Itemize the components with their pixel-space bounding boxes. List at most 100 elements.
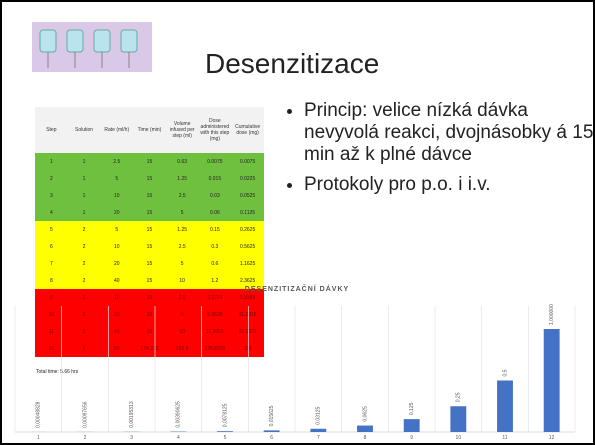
table-cell: 0.63	[166, 153, 199, 170]
chart-title: DESENZITIZAČNÍ DÁVKY	[245, 284, 349, 293]
table-cell: 15	[133, 153, 166, 170]
table-cell: 2.5	[100, 153, 133, 170]
table-cell: 1	[68, 204, 101, 221]
x-tick-label: 2	[84, 435, 87, 441]
bullet: Princip: velice nízká dávka nevyvolá rea…	[304, 100, 595, 166]
table-cell: 5	[166, 204, 199, 221]
iv-bag-icons	[32, 22, 152, 72]
data-label: 0,00048828	[36, 401, 42, 428]
data-label: 0,25	[456, 392, 462, 402]
bar	[264, 430, 280, 432]
data-label: 0,0078125	[222, 403, 228, 427]
table-cell: 7	[35, 255, 68, 272]
table-cell: 2.5	[166, 238, 199, 255]
table-cell: 2	[35, 170, 68, 187]
table-row: 525151.250.150.2625	[35, 221, 264, 238]
table-cell: 20	[100, 204, 133, 221]
table-cell: 2.5	[166, 187, 199, 204]
x-tick-label: 7	[317, 435, 320, 441]
bar	[450, 406, 466, 432]
table-cell: 0.03	[199, 187, 232, 204]
data-label: 1,000000	[549, 304, 555, 325]
bar	[217, 431, 233, 432]
slide: Desenzitizace Princip: velice nízká dávk…	[0, 0, 595, 445]
x-tick-label: 12	[549, 435, 555, 441]
bullet: Protokoly pro p.o. i i.v.	[304, 174, 595, 196]
table-cell: 1.25	[166, 170, 199, 187]
table-cell: 6	[35, 238, 68, 255]
x-tick-label: 8	[364, 435, 367, 441]
x-tick-label: 1	[37, 435, 40, 441]
table-cell: 3	[35, 187, 68, 204]
x-tick-label: 6	[270, 435, 273, 441]
x-tick-label: 4	[177, 435, 180, 441]
bar	[404, 419, 420, 432]
data-label: 0,5	[502, 369, 508, 376]
x-tick-label: 5	[224, 435, 227, 441]
table-cell: 10	[100, 187, 133, 204]
table-cell: 5	[35, 221, 68, 238]
table-cell: 0.0525	[231, 187, 264, 204]
table-cell: 5	[166, 255, 199, 272]
table-cell: 0.0075	[231, 153, 264, 170]
slide-title: Desenzitizace	[205, 48, 379, 80]
iv-bag	[94, 30, 110, 52]
x-tick-label: 9	[410, 435, 413, 441]
table-cell: 10	[100, 238, 133, 255]
table-cell: 5	[100, 221, 133, 238]
data-label: 0,00390625	[176, 401, 182, 428]
table-cell: 2	[68, 221, 101, 238]
table-cell: 0.6	[199, 255, 232, 272]
iv-bag	[40, 30, 56, 52]
table-cell: 0.15	[199, 221, 232, 238]
table-cell: 1.25	[166, 221, 199, 238]
table-cell: 0.1125	[231, 204, 264, 221]
table-cell: 1	[35, 153, 68, 170]
table-cell: 15	[133, 187, 166, 204]
column-header: Cumulative dose (mg)	[231, 107, 264, 153]
bar	[357, 426, 373, 432]
table-row: 3110152.50.030.0525	[35, 187, 264, 204]
table-cell: 1	[68, 170, 101, 187]
table-cell: 1.1625	[231, 255, 264, 272]
table-cell: 0.0075	[199, 153, 232, 170]
data-label: 0,015625	[269, 405, 275, 426]
data-label: 0,0625	[362, 406, 368, 422]
table-cell: 0.5625	[231, 238, 264, 255]
table-cell: 15	[133, 170, 166, 187]
table-cell: 1	[68, 187, 101, 204]
table-row: 112.5150.630.00750.0075	[35, 153, 264, 170]
table-cell: 15	[133, 221, 166, 238]
column-header: Step	[35, 107, 68, 153]
bullet-list: Princip: velice nízká dávka nevyvolá rea…	[286, 100, 595, 204]
table-cell: 0.2625	[231, 221, 264, 238]
x-tick-label: 3	[130, 435, 133, 441]
table-cell: 0.3	[199, 238, 232, 255]
data-label: 0,00097656	[82, 401, 88, 428]
table-cell: 0.06	[199, 204, 232, 221]
column-header: Volume infused per step (ml)	[166, 107, 199, 153]
table-cell: 15	[133, 204, 166, 221]
chart: DESENZITIZAČNÍ DÁVKY 1 0,00048828 2 0,00097…	[2, 278, 593, 443]
bar	[544, 329, 560, 432]
table-cell: 5	[100, 170, 133, 187]
data-label: 0,03125	[316, 406, 322, 424]
x-tick-label: 10	[456, 435, 462, 441]
table-row: 72201550.61.1625	[35, 255, 264, 272]
table-cell: 15	[133, 238, 166, 255]
column-header: Dose administered with this step (mg)	[199, 107, 232, 153]
table-cell: 15	[133, 255, 166, 272]
bar	[497, 381, 513, 433]
table-cell: 0.0225	[231, 170, 264, 187]
x-tick-label: 11	[502, 435, 507, 441]
table-cell: 0.015	[199, 170, 232, 187]
iv-bag	[121, 30, 137, 52]
column-header: Rate (ml/h)	[100, 107, 133, 153]
table-cell: 2	[68, 238, 101, 255]
table-cell: 4	[35, 204, 68, 221]
data-label: 0,125	[409, 402, 415, 415]
